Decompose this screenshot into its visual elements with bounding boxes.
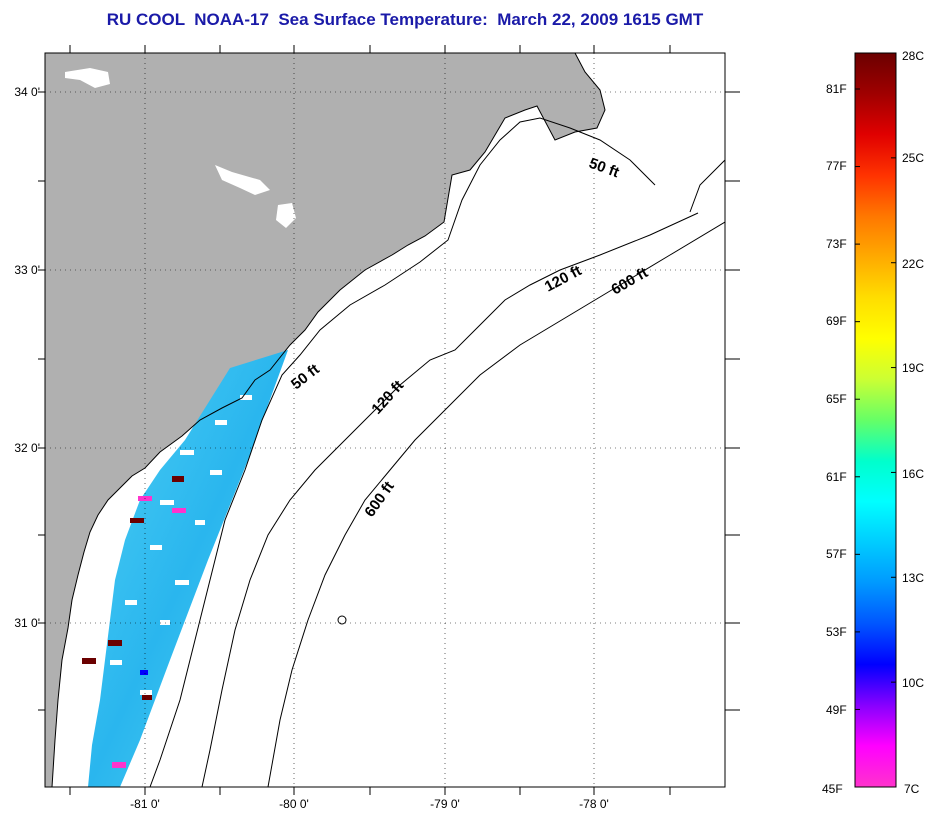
colorbar-f-label: 81F	[826, 82, 847, 96]
colorbar-c-label: 28C	[902, 49, 924, 63]
lon-label: -79 0'	[430, 797, 460, 811]
colorbar	[854, 52, 897, 788]
lat-label: 32 0'	[14, 441, 40, 455]
lon-label: -78 0'	[579, 797, 609, 811]
colorbar-c-label: 7C	[904, 782, 920, 796]
contour-50ft	[149, 117, 656, 787]
graticule	[45, 53, 725, 787]
lat-label: 34 0'	[14, 85, 40, 99]
colorbar-ticks	[855, 52, 896, 788]
colorbar-celsius-labels: 28C 25C 22C 19C 16C 13C 10C 7C	[902, 49, 924, 796]
colorbar-f-label: 53F	[826, 625, 847, 639]
map-frame	[44, 52, 726, 788]
land-mass	[45, 53, 605, 787]
contour-120ft	[201, 212, 699, 787]
colorbar-c-label: 10C	[902, 676, 924, 690]
colorbar-f-label: 77F	[826, 159, 847, 173]
chart-title: RU COOL NOAA-17 Sea Surface Temperature:…	[106, 10, 704, 29]
colorbar-fahrenheit-labels: 81F 77F 73F 69F 65F 61F 57F 53F 49F 45F	[822, 82, 847, 796]
colorbar-f-label: 69F	[826, 314, 847, 328]
lakes	[65, 68, 296, 228]
cloud-gaps	[110, 395, 252, 695]
colorbar-c-label: 25C	[902, 151, 924, 165]
sst-swath	[88, 350, 288, 787]
colorbar-c-label: 19C	[902, 361, 924, 375]
lon-label: -81 0'	[130, 797, 160, 811]
colorbar-c-label: 16C	[902, 467, 924, 481]
colorbar-f-label: 61F	[826, 470, 847, 484]
colorbar-f-label: 65F	[826, 392, 847, 406]
colorbar-f-label: 57F	[826, 547, 847, 561]
lat-label: 31 0'	[14, 616, 40, 630]
coastline	[51, 53, 606, 787]
seamount-contour	[337, 615, 347, 625]
shelf-ridge-contour	[689, 159, 725, 213]
colorbar-f-label: 73F	[826, 237, 847, 251]
colorbar-f-label: 45F	[822, 782, 843, 796]
frame-ticks	[38, 45, 740, 795]
lat-label: 33 0'	[14, 263, 40, 277]
lon-label: -80 0'	[279, 797, 309, 811]
contour-600ft	[267, 221, 725, 787]
colorbar-c-label: 13C	[902, 571, 924, 585]
colorbar-f-label: 49F	[826, 703, 847, 717]
colorbar-c-label: 22C	[902, 257, 924, 271]
